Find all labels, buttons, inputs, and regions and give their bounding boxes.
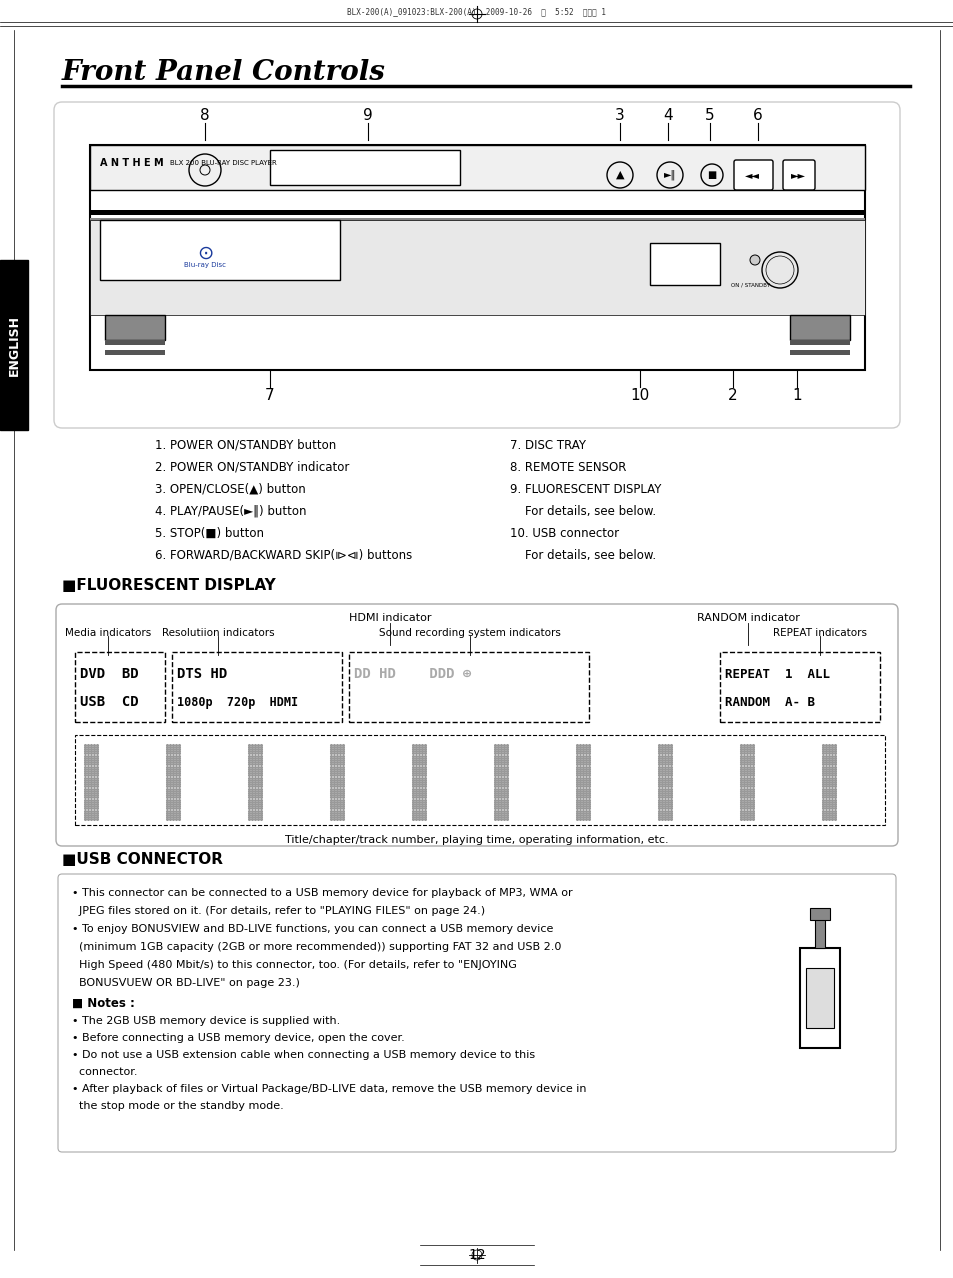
FancyBboxPatch shape <box>782 160 814 190</box>
Text: 3. OPEN/CLOSE(▲) button: 3. OPEN/CLOSE(▲) button <box>154 483 305 496</box>
Text: DVD  BD: DVD BD <box>80 667 138 681</box>
Text: 5. STOP(■) button: 5. STOP(■) button <box>154 527 264 539</box>
FancyBboxPatch shape <box>0 259 28 429</box>
Text: ►‖: ►‖ <box>663 170 676 180</box>
Bar <box>100 220 339 280</box>
Text: 10: 10 <box>630 387 649 403</box>
FancyBboxPatch shape <box>75 652 165 722</box>
Bar <box>789 340 849 345</box>
Text: 6: 6 <box>752 107 762 123</box>
Text: JPEG files stored on it. (For details, refer to "PLAYING FILES" on page 24.): JPEG files stored on it. (For details, r… <box>71 906 485 916</box>
Bar <box>90 220 864 314</box>
Text: connector.: connector. <box>71 1067 137 1077</box>
FancyBboxPatch shape <box>733 160 772 190</box>
Bar <box>789 314 849 340</box>
Text: REPEAT  1  ALL: REPEAT 1 ALL <box>724 667 829 680</box>
Text: High Speed (480 Mbit/s) to this connector, too. (For details, refer to "ENJOYING: High Speed (480 Mbit/s) to this connecto… <box>71 960 517 970</box>
Text: • Do not use a USB extension cable when connecting a USB memory device to this: • Do not use a USB extension cable when … <box>71 1051 535 1059</box>
Text: DTS HD: DTS HD <box>177 667 227 681</box>
Text: 2. POWER ON/STANDBY indicator: 2. POWER ON/STANDBY indicator <box>154 460 349 474</box>
Text: 12: 12 <box>468 1249 485 1261</box>
FancyBboxPatch shape <box>56 604 897 846</box>
Text: BONUSVUEW OR BD-LIVE" on page 23.): BONUSVUEW OR BD-LIVE" on page 23.) <box>71 978 299 988</box>
Text: 1: 1 <box>791 387 801 403</box>
Text: ▲: ▲ <box>615 170 623 180</box>
Text: Front Panel Controls: Front Panel Controls <box>62 59 385 86</box>
Text: 3: 3 <box>615 107 624 123</box>
Text: Title/chapter/track number, playing time, operating information, etc.: Title/chapter/track number, playing time… <box>285 835 668 845</box>
Text: ►►: ►► <box>790 170 804 180</box>
Text: For details, see below.: For details, see below. <box>510 505 656 518</box>
Text: DD HD    DDD ⊕: DD HD DDD ⊕ <box>354 667 471 681</box>
Circle shape <box>749 256 760 265</box>
Text: ON / STANDBY: ON / STANDBY <box>730 282 769 288</box>
Text: 7. DISC TRAY: 7. DISC TRAY <box>510 438 585 451</box>
Text: • This connector can be connected to a USB memory device for playback of MP3, WM: • This connector can be connected to a U… <box>71 888 572 898</box>
Text: ■FLUORESCENT DISPLAY: ■FLUORESCENT DISPLAY <box>62 578 275 593</box>
Bar <box>90 219 864 221</box>
Text: 8: 8 <box>200 107 210 123</box>
Bar <box>809 907 829 920</box>
Text: the stop mode or the standby mode.: the stop mode or the standby mode. <box>71 1102 283 1111</box>
Text: ⊙: ⊙ <box>196 244 213 262</box>
Text: ■USB CONNECTOR: ■USB CONNECTOR <box>62 852 223 868</box>
Bar <box>649 243 720 285</box>
Text: A N T H E M: A N T H E M <box>100 158 164 167</box>
Text: 6. FORWARD/BACKWARD SKIP(⧐⧏) buttons: 6. FORWARD/BACKWARD SKIP(⧐⧏) buttons <box>154 548 412 561</box>
Text: REPEAT indicators: REPEAT indicators <box>772 627 866 638</box>
Text: USB  CD: USB CD <box>80 695 138 709</box>
Bar <box>814 918 824 948</box>
Text: • Before connecting a USB memory device, open the cover.: • Before connecting a USB memory device,… <box>71 1033 404 1043</box>
Text: HDMI indicator: HDMI indicator <box>349 613 431 622</box>
Text: 1080p  720p  HDMI: 1080p 720p HDMI <box>177 695 297 708</box>
Text: • After playback of files or Virtual Package/BD-LIVE data, remove the USB memory: • After playback of files or Virtual Pac… <box>71 1084 586 1094</box>
Text: Blu-ray Disc: Blu-ray Disc <box>184 262 226 268</box>
Bar <box>805 967 833 1028</box>
FancyBboxPatch shape <box>720 652 879 722</box>
Text: RANDOM indicator: RANDOM indicator <box>696 613 799 622</box>
Text: Media indicators: Media indicators <box>65 627 151 638</box>
Text: BLX-200(A)_091023:BLX-200(A)  2009-10-26  오  5:52  페이지 1: BLX-200(A)_091023:BLX-200(A) 2009-10-26 … <box>347 8 606 17</box>
Bar <box>800 948 840 1048</box>
Bar <box>90 210 864 215</box>
Text: Resolutiion indicators: Resolutiion indicators <box>161 627 274 638</box>
Text: ◄◄: ◄◄ <box>743 170 759 180</box>
Text: 4. PLAY/PAUSE(►‖) button: 4. PLAY/PAUSE(►‖) button <box>154 505 306 518</box>
Bar <box>75 735 884 826</box>
Text: ENGLISH: ENGLISH <box>8 314 20 376</box>
Text: 2: 2 <box>727 387 737 403</box>
Text: RANDOM  A- B: RANDOM A- B <box>724 695 814 708</box>
Text: 9: 9 <box>363 107 373 123</box>
Bar <box>105 350 165 355</box>
FancyBboxPatch shape <box>349 652 588 722</box>
Text: 1. POWER ON/STANDBY button: 1. POWER ON/STANDBY button <box>154 438 335 451</box>
Text: 4: 4 <box>662 107 672 123</box>
Text: ■: ■ <box>706 170 716 180</box>
Bar <box>105 314 165 340</box>
Text: • To enjoy BONUSVIEW and BD-LIVE functions, you can connect a USB memory device: • To enjoy BONUSVIEW and BD-LIVE functio… <box>71 924 553 934</box>
Bar <box>270 150 459 185</box>
Text: • The 2GB USB memory device is supplied with.: • The 2GB USB memory device is supplied … <box>71 1016 340 1026</box>
Text: 10. USB connector: 10. USB connector <box>510 527 618 539</box>
Text: ■ Notes :: ■ Notes : <box>71 997 134 1010</box>
FancyBboxPatch shape <box>58 874 895 1151</box>
Bar <box>105 340 165 345</box>
FancyBboxPatch shape <box>172 652 341 722</box>
Bar <box>90 144 864 371</box>
Bar <box>789 350 849 355</box>
Text: BLX 200 BLU-RAY DISC PLAYER: BLX 200 BLU-RAY DISC PLAYER <box>170 160 276 166</box>
Text: 8. REMOTE SENSOR: 8. REMOTE SENSOR <box>510 460 626 474</box>
Text: 5: 5 <box>704 107 714 123</box>
Text: 9. FLUORESCENT DISPLAY: 9. FLUORESCENT DISPLAY <box>510 483 660 496</box>
FancyBboxPatch shape <box>54 102 899 428</box>
Bar <box>90 144 864 190</box>
Text: 7: 7 <box>265 387 274 403</box>
Text: For details, see below.: For details, see below. <box>510 548 656 561</box>
Text: (minimum 1GB capacity (2GB or more recommended)) supporting FAT 32 and USB 2.0: (minimum 1GB capacity (2GB or more recom… <box>71 942 560 952</box>
Text: Sound recording system indicators: Sound recording system indicators <box>378 627 560 638</box>
